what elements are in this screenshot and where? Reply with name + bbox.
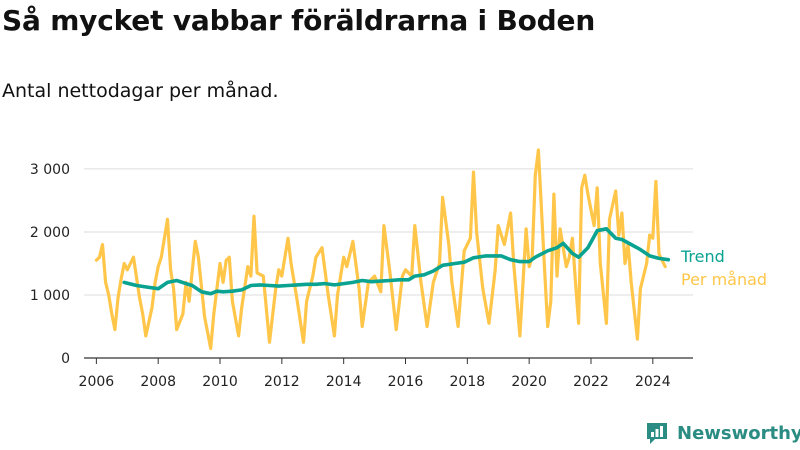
x-tick-label: 2018 <box>450 374 486 390</box>
y-tick-label: 2 000 <box>30 225 70 241</box>
y-tick-label: 3 000 <box>30 162 70 178</box>
x-axis: 2006 2008 2010 2012 2014 2016 2018 2020 2022 2024 <box>79 357 693 390</box>
x-tick-label: 2024 <box>635 374 671 390</box>
x-tick-label: 2022 <box>573 374 609 390</box>
x-tick-label: 2020 <box>511 374 547 390</box>
chart-subtitle: Antal nettodagar per månad. <box>2 80 279 102</box>
x-tick-label: 2016 <box>388 374 424 390</box>
newsworthy-logo-icon <box>647 423 667 444</box>
legend: Trend Per månad <box>680 247 767 289</box>
y-axis-ticks: 0 1 000 2 000 3 000 <box>30 162 70 367</box>
chart-title: Så mycket vabbar föräldrarna i Boden <box>2 4 596 37</box>
x-tick-label: 2010 <box>202 374 238 390</box>
legend-trend: Trend <box>680 247 725 266</box>
x-tick-label: 2008 <box>140 374 176 390</box>
x-tick-label: 2014 <box>326 374 362 390</box>
series-group <box>94 148 671 351</box>
brand-name: Newsworthy <box>677 422 800 444</box>
y-tick-label: 1 000 <box>30 288 70 304</box>
x-tick-label: 2006 <box>79 374 115 390</box>
y-tick-label: 0 <box>61 351 70 367</box>
series-line-per-manad <box>94 148 667 351</box>
series-line-trend <box>122 227 671 296</box>
newsworthy-logo: Newsworthy <box>645 420 800 446</box>
x-tick-label: 2012 <box>264 374 300 390</box>
legend-per-manad: Per månad <box>681 270 767 289</box>
